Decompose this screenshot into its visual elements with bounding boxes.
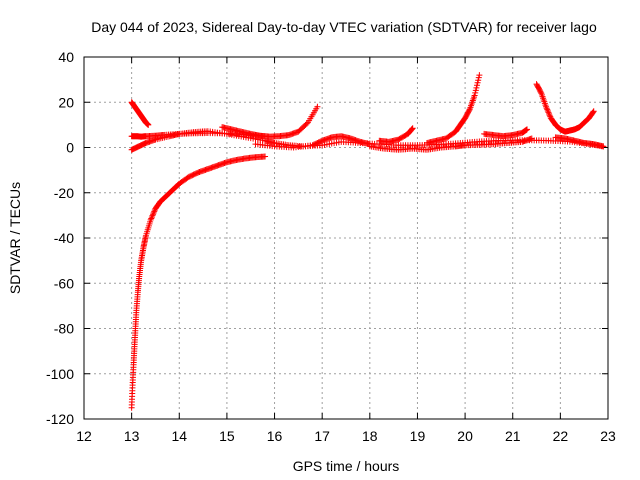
data-point [528, 135, 535, 142]
data-point [537, 89, 544, 96]
y-tick-label: 40 [58, 49, 74, 65]
data-point [151, 208, 158, 215]
data-point [543, 105, 550, 112]
data-point [590, 109, 597, 116]
y-tick-label: -80 [54, 321, 74, 337]
data-point [590, 108, 597, 115]
y-axis-label: SDTVAR / TECUs [7, 182, 23, 294]
data-point [600, 143, 607, 150]
series-s5 [219, 103, 321, 140]
data-point [546, 112, 553, 119]
x-axis-label: GPS time / hours [293, 458, 400, 474]
chart-title: Day 044 of 2023, Sidereal Day-to-day VTE… [91, 19, 597, 35]
axis-ticks: 12 13 14 15 16 17 18 19 20 21 22 23 -120 -100 -80 -60 -4… [46, 49, 616, 444]
series-s8 [366, 135, 535, 153]
data-point [147, 216, 154, 223]
grid-lines [84, 57, 608, 419]
y-tick-label: -60 [54, 275, 74, 291]
x-tick-label: 13 [124, 428, 140, 444]
data-point [466, 107, 473, 114]
y-tick-label: -120 [46, 411, 74, 427]
series-s1 [128, 99, 152, 128]
data-point [472, 89, 479, 96]
data-point [474, 82, 480, 89]
data-point [471, 92, 478, 99]
x-tick-label: 21 [505, 428, 521, 444]
x-tick-label: 20 [457, 428, 473, 444]
data-point [472, 87, 479, 94]
plot-frame [83, 56, 609, 420]
data-point [473, 84, 480, 91]
data-point [544, 106, 551, 113]
data-point [408, 126, 415, 133]
data-point [262, 153, 269, 160]
x-tick-label: 23 [600, 428, 616, 444]
data-point [150, 211, 157, 218]
y-tick-label: -100 [46, 366, 74, 382]
x-tick-label: 16 [267, 428, 283, 444]
x-tick-label: 14 [171, 428, 187, 444]
data-point [314, 103, 321, 110]
series-s12 [552, 134, 607, 150]
x-tick-label: 12 [76, 428, 92, 444]
y-tick-label: -40 [54, 230, 74, 246]
x-tick-label: 15 [219, 428, 235, 444]
y-tick-label: 0 [66, 140, 74, 156]
data-point [149, 212, 156, 219]
data-point [148, 214, 155, 221]
series-s6 [252, 133, 373, 151]
data-point [474, 79, 481, 86]
series-s9 [423, 72, 483, 146]
series-s10 [481, 126, 531, 140]
x-tick-label: 22 [553, 428, 569, 444]
data-point [524, 126, 531, 133]
series-s3 [128, 128, 607, 153]
y-tick-label: -20 [54, 185, 74, 201]
data-point [409, 125, 416, 132]
x-tick-label: 17 [314, 428, 330, 444]
series-s4 [128, 153, 269, 411]
data-point [409, 125, 416, 132]
data-point [150, 209, 157, 216]
data-point [543, 103, 550, 110]
data-point [475, 77, 482, 84]
series-s7 [376, 125, 416, 145]
data-point [475, 74, 482, 81]
data-point [546, 110, 553, 117]
data-point [303, 120, 310, 127]
y-tick-label: 20 [58, 94, 74, 110]
data-point [544, 108, 551, 115]
x-tick-label: 18 [362, 428, 378, 444]
data-point [145, 121, 152, 128]
data-points [128, 72, 607, 411]
data-point [545, 109, 552, 116]
series-s11 [533, 81, 597, 135]
data-point [476, 72, 483, 79]
x-tick-label: 19 [410, 428, 426, 444]
data-point [148, 215, 155, 222]
